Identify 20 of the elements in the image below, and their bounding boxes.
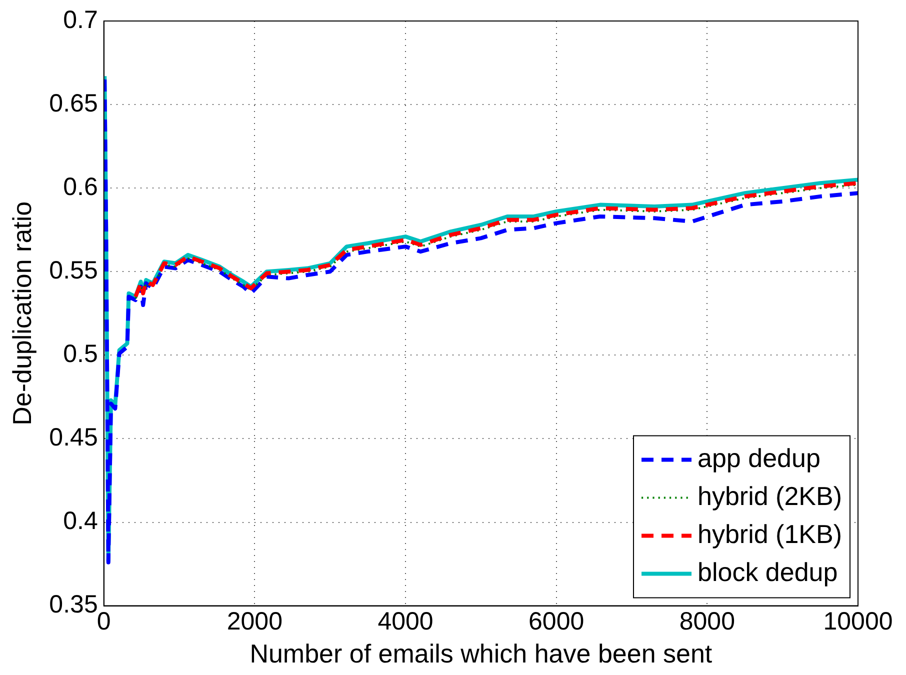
y-tick-label: 0.6 bbox=[63, 172, 98, 201]
legend-label: app dedup bbox=[698, 442, 820, 473]
x-tick-label: 8000 bbox=[679, 608, 735, 636]
y-tick-label: 0.65 bbox=[49, 89, 98, 118]
x-tick-label: 2000 bbox=[226, 608, 282, 636]
y-tick-label: 0.7 bbox=[63, 6, 98, 34]
x-tick-label: 0 bbox=[96, 608, 111, 636]
y-axis-title: De-duplication ratio bbox=[6, 201, 37, 426]
legend-label: hybrid (1KB) bbox=[698, 518, 842, 549]
x-tick-label: 4000 bbox=[378, 608, 434, 636]
x-axis-title: Number of emails which have been sent bbox=[250, 638, 713, 669]
legend-label: hybrid (2KB) bbox=[698, 480, 842, 511]
legend-label: block dedup bbox=[698, 556, 838, 587]
y-tick-label: 0.4 bbox=[63, 507, 98, 536]
y-tick-label: 0.45 bbox=[49, 424, 98, 452]
y-tick-label: 0.35 bbox=[49, 590, 98, 619]
y-tick-label: 0.55 bbox=[49, 256, 98, 285]
x-tick-label: 10000 bbox=[823, 608, 893, 636]
y-tick-label: 0.5 bbox=[63, 340, 98, 368]
x-tick-label: 6000 bbox=[528, 608, 584, 636]
